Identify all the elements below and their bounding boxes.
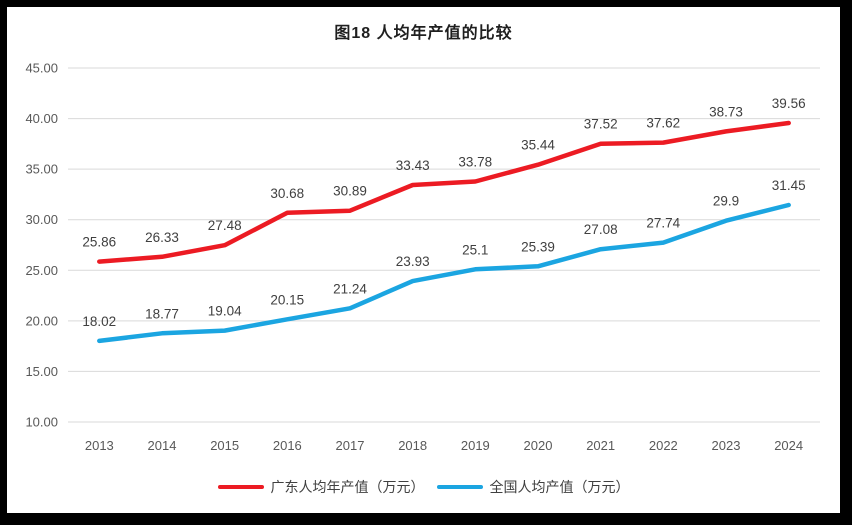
svg-text:18.02: 18.02	[82, 314, 116, 329]
svg-text:2019: 2019	[461, 438, 490, 453]
svg-text:35.00: 35.00	[25, 162, 58, 177]
svg-text:2017: 2017	[336, 438, 365, 453]
svg-text:30.68: 30.68	[270, 186, 304, 201]
legend-item-national: 全国人均产值（万元）	[436, 477, 630, 497]
svg-text:30.00: 30.00	[25, 212, 58, 227]
line-chart: 10.00 15.00 20.00 25.00 30.00 35.00 40.00 45.00…	[25, 61, 820, 453]
chart-legend: 广东人均年产值（万元） 全国人均产值（万元）	[7, 477, 840, 497]
svg-text:35.44: 35.44	[521, 138, 555, 153]
svg-text:25.1: 25.1	[462, 242, 488, 257]
legend-label-guangdong: 广东人均年产值（万元）	[270, 479, 425, 495]
svg-text:2024: 2024	[774, 438, 803, 453]
svg-text:21.24: 21.24	[333, 281, 367, 296]
svg-text:29.9: 29.9	[713, 194, 739, 209]
svg-text:2022: 2022	[649, 438, 678, 453]
svg-text:27.48: 27.48	[208, 218, 242, 233]
svg-text:39.56: 39.56	[772, 96, 806, 111]
svg-text:25.86: 25.86	[82, 235, 116, 250]
svg-text:37.52: 37.52	[584, 117, 618, 132]
chart-title: 图18 人均年产值的比较	[334, 25, 513, 42]
svg-text:2020: 2020	[524, 438, 553, 453]
svg-text:2018: 2018	[398, 438, 427, 453]
svg-text:30.89: 30.89	[333, 184, 367, 199]
svg-text:2015: 2015	[210, 438, 239, 453]
svg-text:27.08: 27.08	[584, 222, 618, 237]
svg-text:2013: 2013	[85, 438, 114, 453]
svg-text:45.00: 45.00	[25, 61, 58, 76]
legend-item-guangdong: 广东人均年产值（万元）	[217, 477, 425, 497]
svg-text:2014: 2014	[148, 438, 177, 453]
svg-text:25.39: 25.39	[521, 239, 555, 254]
svg-text:23.93: 23.93	[396, 254, 430, 269]
legend-label-national: 全国人均产值（万元）	[489, 479, 630, 495]
svg-text:31.45: 31.45	[772, 178, 806, 193]
svg-text:25.00: 25.00	[25, 263, 58, 278]
svg-text:2016: 2016	[273, 438, 302, 453]
svg-text:18.77: 18.77	[145, 306, 179, 321]
svg-text:19.04: 19.04	[208, 304, 242, 319]
svg-text:33.43: 33.43	[396, 158, 430, 173]
svg-text:2021: 2021	[586, 438, 615, 453]
red-line-swatch-icon	[217, 484, 264, 490]
svg-text:40.00: 40.00	[25, 111, 58, 126]
svg-text:15.00: 15.00	[25, 364, 58, 379]
svg-text:37.62: 37.62	[646, 116, 680, 131]
svg-text:20.15: 20.15	[270, 292, 304, 307]
blue-line-swatch-icon	[436, 484, 483, 490]
svg-text:27.74: 27.74	[646, 216, 680, 231]
svg-text:33.78: 33.78	[458, 155, 492, 170]
svg-text:26.33: 26.33	[145, 230, 179, 245]
svg-text:20.00: 20.00	[25, 313, 58, 328]
svg-text:38.73: 38.73	[709, 104, 743, 119]
chart-container: 10.00 15.00 20.00 25.00 30.00 35.00 40.00 45.00…	[7, 7, 840, 513]
svg-text:10.00: 10.00	[25, 415, 58, 430]
svg-text:2023: 2023	[712, 438, 741, 453]
